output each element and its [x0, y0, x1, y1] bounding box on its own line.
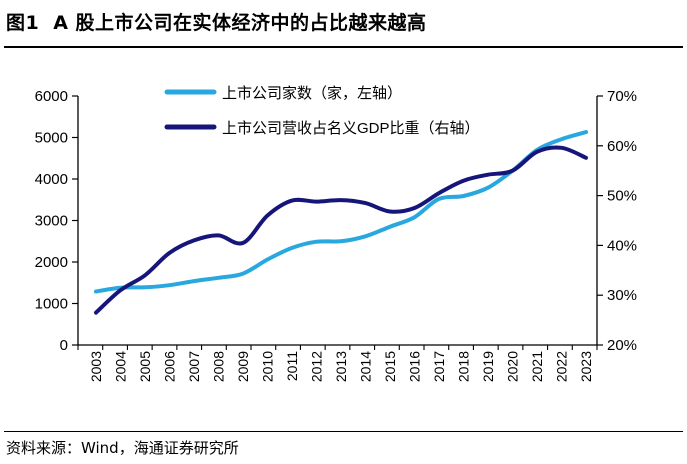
x-tick-label: 2014	[358, 351, 374, 382]
x-tick-label: 2015	[382, 351, 398, 382]
source-note: 资料来源：Wind，海通证券研究所	[6, 439, 239, 457]
x-tick-label: 2019	[480, 351, 496, 382]
figure-title-text: A 股上市公司在实体经济中的占比越来越高	[53, 12, 427, 34]
x-tick-label: 2005	[137, 351, 153, 382]
x-tick-label: 2010	[260, 351, 276, 382]
left-tick-label: 3000	[35, 213, 68, 230]
x-tick-label: 2022	[554, 351, 570, 382]
x-tick-label: 2017	[431, 351, 447, 382]
x-tick-label: 2023	[578, 351, 594, 382]
right-tick-label: 30%	[607, 287, 637, 304]
x-tick-label: 2021	[529, 351, 545, 382]
figure-title: 图1 A 股上市公司在实体经济中的占比越来越高	[6, 8, 427, 35]
x-tick-label: 2013	[333, 351, 349, 382]
source-rule	[4, 431, 683, 432]
right-tick-label: 40%	[607, 237, 637, 254]
legend-label-gdp-ratio: 上市公司营收占名义GDP比重（右轴）	[222, 120, 480, 137]
x-tick-label: 2006	[162, 351, 178, 382]
left-tick-label: 2000	[35, 254, 68, 271]
right-tick-label: 20%	[607, 337, 637, 354]
chart-axes: 0 1000 2000 3000 4000 5000 6000 20% 30% 40% 50% 60%…	[35, 88, 637, 382]
x-tick-label: 2011	[284, 351, 300, 381]
right-tick-label: 60%	[607, 138, 637, 155]
title-rule	[4, 46, 683, 48]
left-tick-label: 1000	[35, 296, 68, 313]
x-tick-label: 2016	[407, 351, 423, 382]
left-tick-label: 5000	[35, 130, 68, 147]
chart-legend: 上市公司家数（家，左轴） 上市公司营收占名义GDP比重（右轴）	[164, 85, 480, 137]
x-tick-label: 2008	[211, 351, 227, 382]
right-tick-label: 70%	[607, 88, 637, 105]
series-line-gdp-ratio	[94, 145, 588, 315]
x-tick-label: 2012	[309, 351, 325, 382]
x-tick-label: 2003	[88, 351, 104, 382]
series-line-companies	[94, 130, 588, 294]
x-tick-label: 2020	[505, 351, 521, 382]
figure-number: 图1	[6, 12, 40, 34]
left-tick-label: 0	[60, 337, 68, 354]
left-tick-label: 6000	[35, 88, 68, 105]
x-tick-label: 2007	[186, 351, 202, 382]
left-tick-label: 4000	[35, 171, 68, 188]
x-tick-label: 2018	[456, 351, 472, 382]
chart-series	[94, 130, 588, 315]
right-tick-label: 50%	[607, 188, 637, 205]
x-tick-label: 2004	[113, 351, 129, 382]
x-tick-label: 2009	[235, 351, 251, 382]
legend-label-companies: 上市公司家数（家，左轴）	[222, 85, 402, 102]
